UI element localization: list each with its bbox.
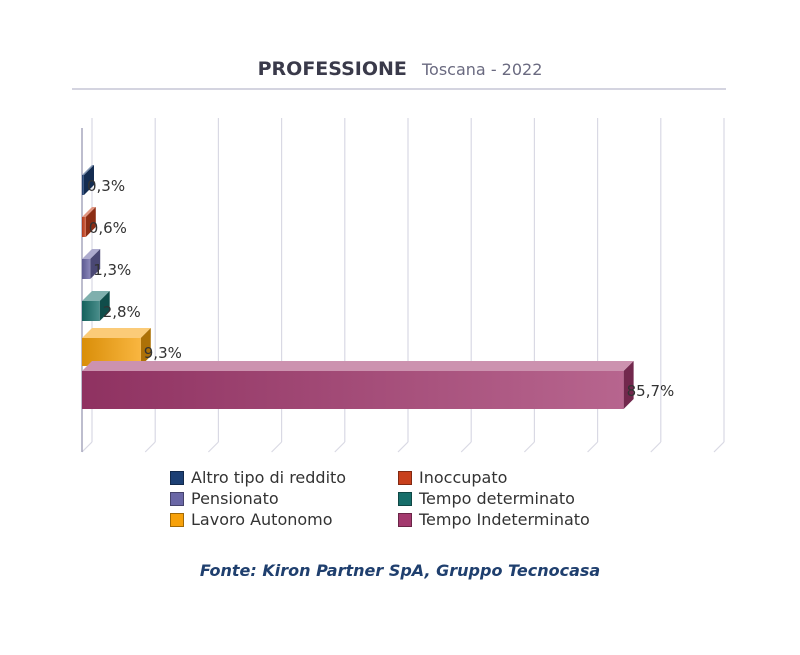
- gridline-base: [397, 441, 409, 453]
- bar-top: [82, 165, 94, 175]
- chart-title: PROFESSIONE Toscana - 2022: [0, 58, 800, 80]
- legend-swatch: [398, 491, 412, 506]
- bar-top: [82, 207, 96, 217]
- bar-inoccupato: [82, 217, 86, 237]
- gridline-base: [271, 441, 283, 453]
- legend-swatch: [398, 512, 412, 527]
- legend-item-lavoro-autonomo: Lavoro Autonomo: [170, 510, 333, 529]
- bar-top: [82, 328, 151, 338]
- data-label: 9,3%: [144, 344, 182, 362]
- data-label: 0,3%: [87, 177, 125, 195]
- bar-side: [99, 291, 110, 321]
- bar-side: [140, 328, 151, 366]
- chart-title-sub: Toscana - 2022: [422, 60, 543, 79]
- legend-swatch: [170, 491, 184, 506]
- bar-top: [82, 291, 110, 301]
- gridline-base: [523, 441, 535, 453]
- legend-swatch: [398, 470, 412, 485]
- gridline-base: [144, 441, 156, 453]
- legend-item-inoccupato: Inoccupato: [398, 468, 507, 487]
- legend-label: Tempo determinato: [419, 489, 575, 508]
- gridline-base: [334, 441, 346, 453]
- gridline-base: [713, 441, 725, 453]
- legend-swatch: [170, 512, 184, 527]
- title-divider: [72, 88, 726, 90]
- gridline-base: [207, 441, 219, 453]
- bar-side: [623, 361, 634, 409]
- bar-top: [82, 361, 634, 371]
- data-label: 1,3%: [93, 261, 131, 279]
- legend-label: Lavoro Autonomo: [191, 510, 333, 529]
- legend-label: Pensionato: [191, 489, 279, 508]
- data-label: 85,7%: [627, 382, 675, 400]
- source-note: Fonte: Kiron Partner SpA, Gruppo Tecnoca…: [199, 561, 601, 580]
- gridline-base: [587, 441, 599, 453]
- legend-item-altro-tipo-di-reddito: Altro tipo di reddito: [170, 468, 346, 487]
- legend-item-tempo-determinato: Tempo determinato: [398, 489, 575, 508]
- legend-label: Inoccupato: [419, 468, 508, 487]
- bar-pensionato: [82, 259, 91, 279]
- bar-top: [82, 249, 101, 259]
- bar-altro-tipo-di-reddito: [82, 175, 84, 195]
- gridline-base: [460, 441, 472, 453]
- bar-side: [84, 165, 94, 195]
- bar-tempo-determinato: [82, 301, 100, 321]
- legend-label: Tempo Indeterminato: [419, 510, 590, 529]
- legend-swatch: [170, 470, 184, 485]
- legend-item-pensionato: Pensionato: [170, 489, 279, 508]
- gridline-base: [650, 441, 662, 453]
- data-label: 0,6%: [89, 219, 127, 237]
- bar-side: [85, 207, 96, 237]
- legend-item-tempo-indeterminato: Tempo Indeterminato: [398, 510, 590, 529]
- gridline-base: [81, 441, 93, 453]
- bar-side: [90, 249, 101, 279]
- bar-chart: 0,3% 0,6% 1,3% 2,8% 9,3% 85,7%: [81, 118, 725, 453]
- data-label: 2,8%: [103, 303, 141, 321]
- legend-label: Altro tipo di reddito: [191, 468, 347, 487]
- chart-title-main: PROFESSIONE: [257, 58, 407, 80]
- bar-tempo-indeterminato: [82, 371, 624, 409]
